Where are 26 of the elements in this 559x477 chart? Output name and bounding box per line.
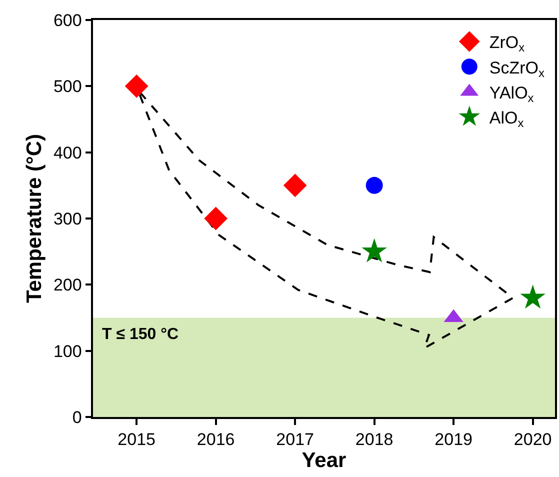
- y-tick-label: 500: [53, 77, 82, 96]
- y-tick-label: 200: [53, 276, 82, 295]
- y-tick-label: 300: [53, 209, 82, 228]
- x-tick-label: 2017: [276, 430, 314, 450]
- band-label: T ≤ 150 °C: [102, 326, 179, 343]
- point: [362, 238, 387, 262]
- x-axis-title: Year: [302, 449, 346, 472]
- point: [520, 284, 546, 309]
- legend-label: ScZrO$_{x}$: [489, 58, 544, 80]
- x-tick-label: 2020: [514, 430, 552, 450]
- x-tick-label: 2015: [118, 430, 156, 450]
- point: [283, 174, 307, 198]
- y-tick-label: 600: [53, 10, 82, 30]
- x-tick-label: 2016: [196, 430, 235, 450]
- x-tick-label: 2018: [355, 430, 394, 450]
- legend-label: YAlO$_{x}$: [489, 83, 534, 105]
- x-tick-label: 2019: [434, 430, 472, 450]
- point: [204, 206, 228, 230]
- y-axis-title: Temperature (°C): [23, 134, 46, 304]
- point: [366, 176, 383, 194]
- y-tick-label: 0: [72, 408, 82, 427]
- point: [124, 74, 148, 98]
- legend-label: ZrO$_{x}$: [489, 33, 525, 55]
- y-tick-label: 100: [53, 342, 82, 361]
- legend-label: AlO$_{x}$: [489, 108, 524, 130]
- y-tick-label: 400: [53, 143, 82, 162]
